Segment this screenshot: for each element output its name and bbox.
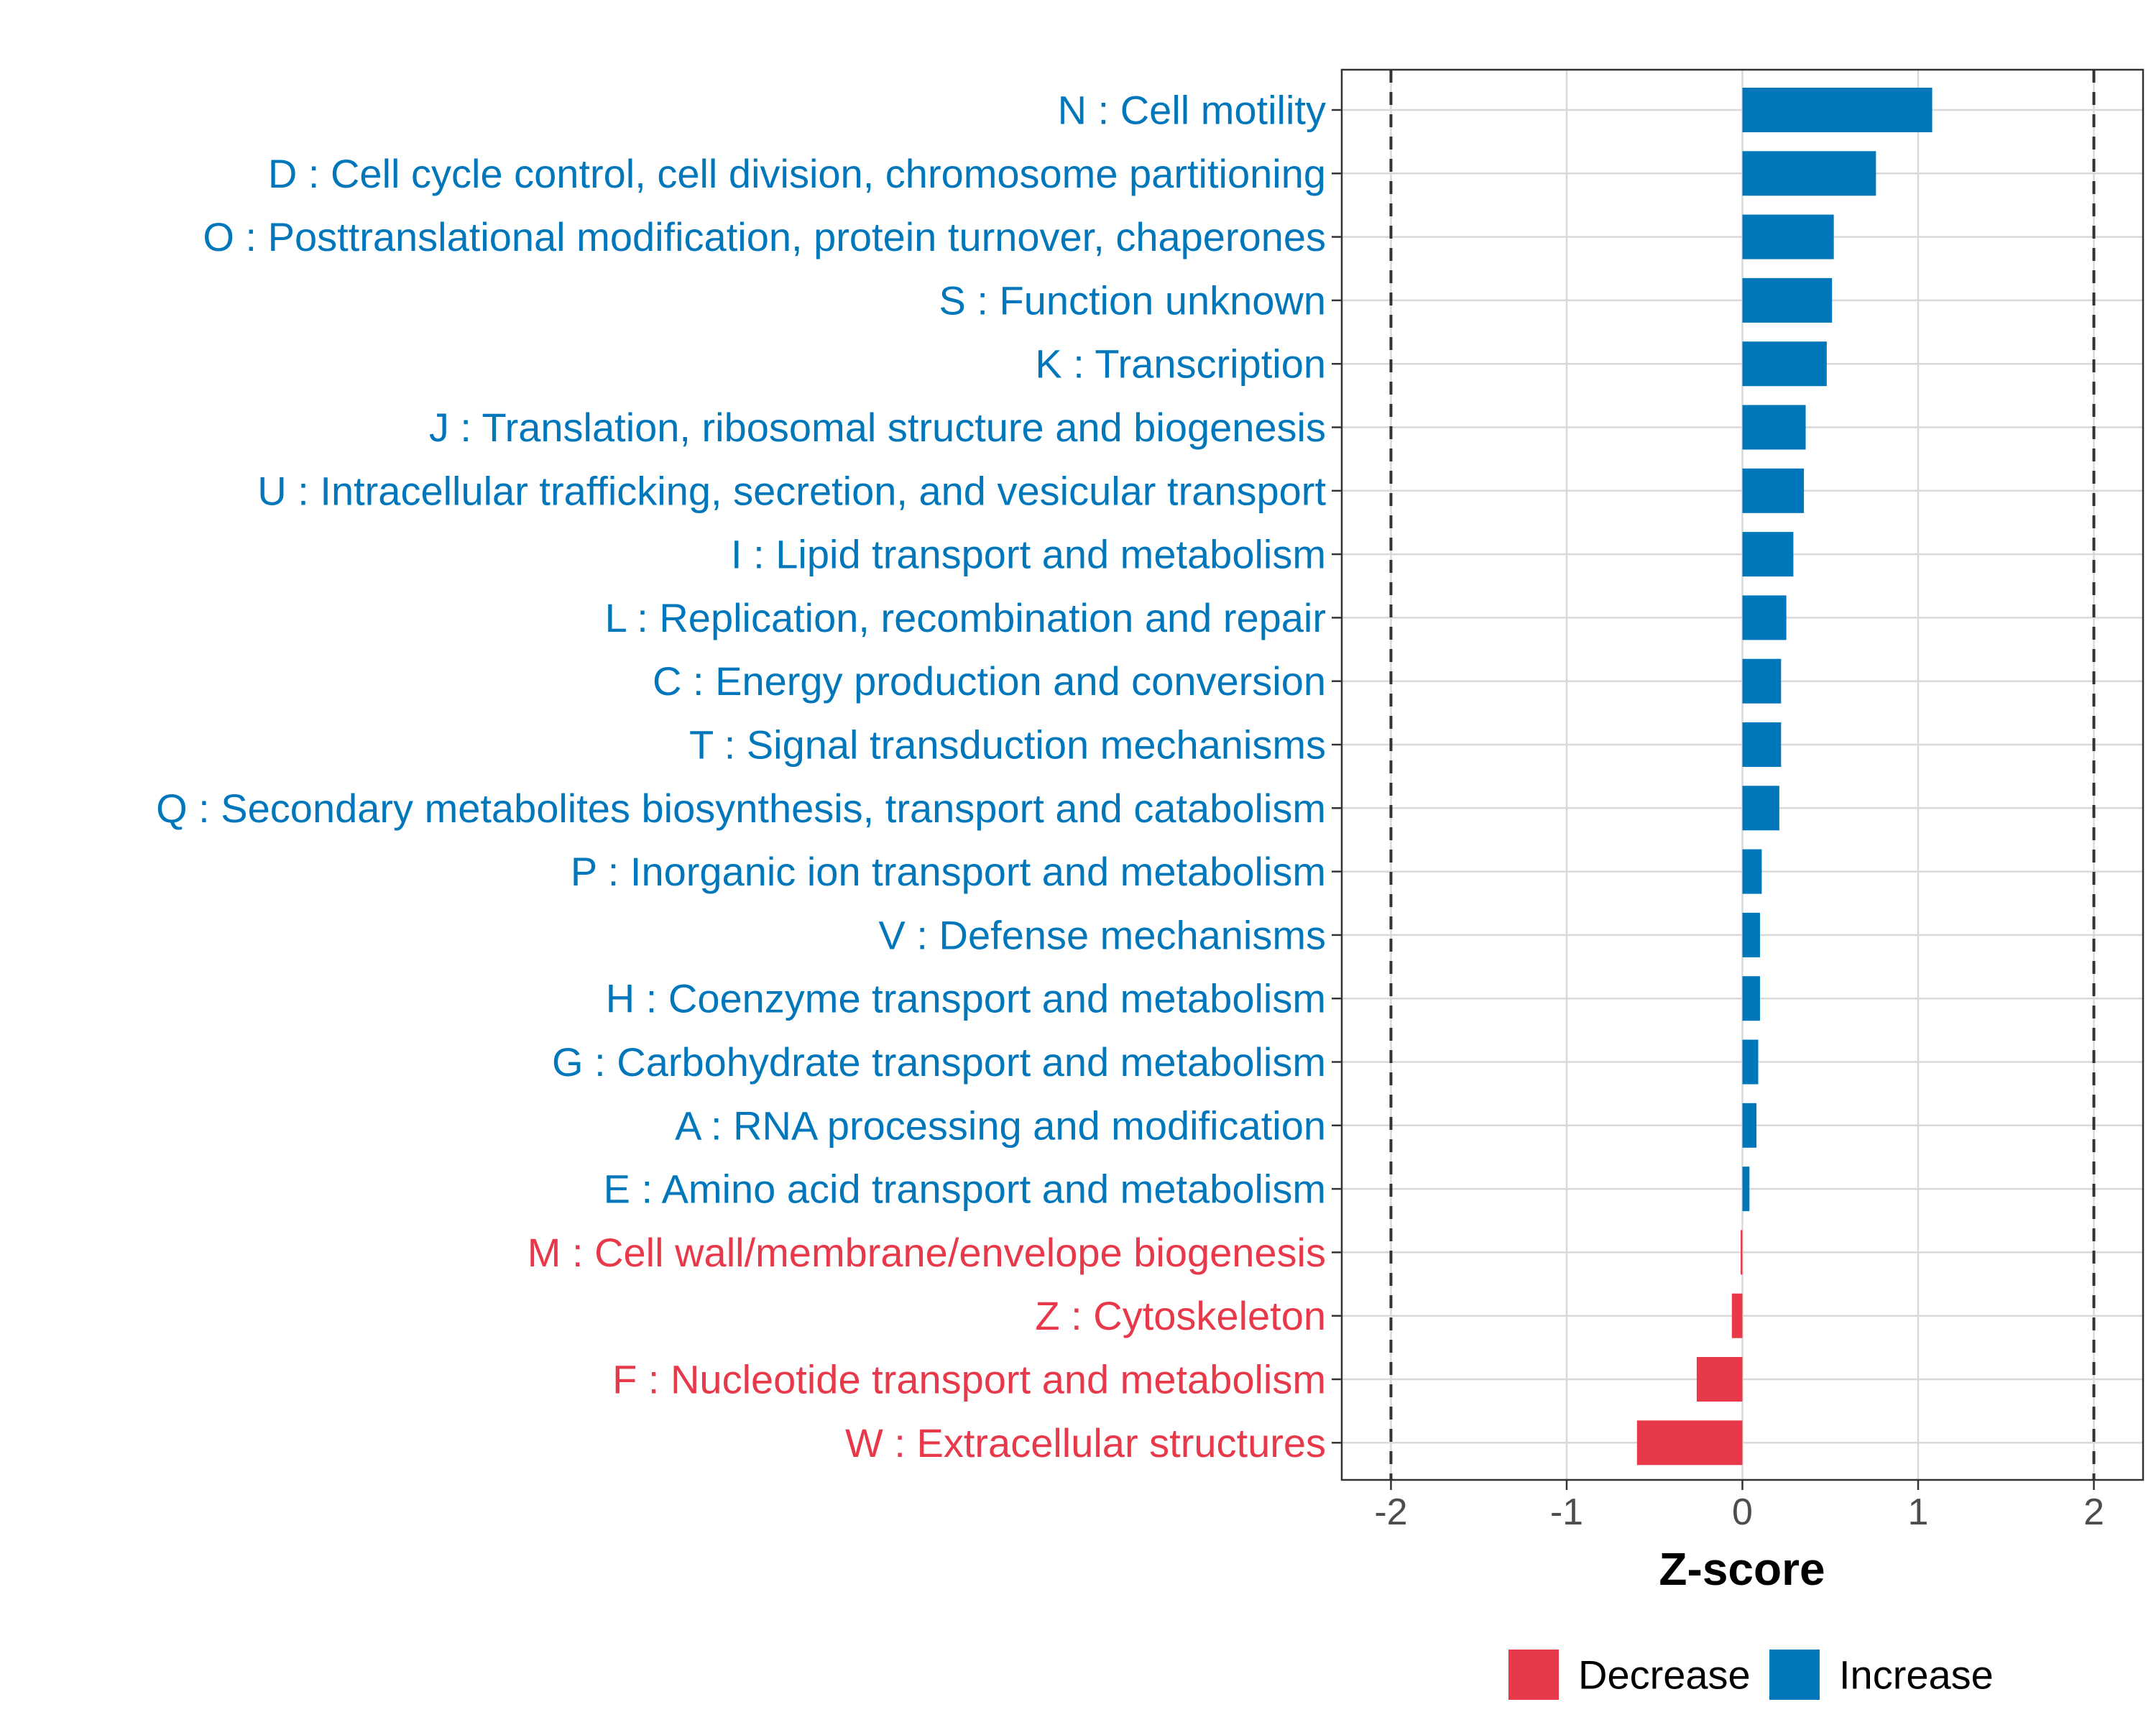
category-label-19: Z : Cytoskeleton — [1035, 1293, 1326, 1338]
bar-4 — [1742, 341, 1827, 387]
y-axis: N : Cell motility D : Cell cycle control,… — [156, 88, 1342, 1466]
x-axis: -2 -1 0 1 2 — [1374, 1480, 2104, 1533]
category-label-12: P : Inorganic ion transport and metaboli… — [571, 849, 1326, 894]
category-label-14: H : Coenzyme transport and metabolism — [606, 976, 1326, 1021]
bar-17 — [1742, 1167, 1750, 1212]
category-label-9: C : Energy production and conversion — [653, 658, 1326, 704]
bar-6 — [1742, 468, 1805, 513]
category-label-11: Q : Secondary metabolites biosynthesis, … — [156, 786, 1326, 831]
category-label-2: O : Posttranslational modification, prot… — [203, 214, 1326, 259]
bar-0 — [1742, 88, 1932, 132]
x-tick-label-4: 2 — [2083, 1491, 2104, 1533]
bar-14 — [1742, 976, 1760, 1021]
bar-layer — [1636, 88, 1932, 1466]
bar-13 — [1742, 912, 1760, 957]
bar-7 — [1742, 532, 1794, 577]
category-label-15: G : Carbohydrate transport and metabolis… — [552, 1039, 1326, 1085]
category-label-17: E : Amino acid transport and metabolism — [604, 1167, 1326, 1212]
category-label-18: M : Cell wall/membrane/envelope biogenes… — [528, 1230, 1326, 1275]
legend-label-decrease: Decrease — [1578, 1652, 1751, 1698]
bar-5 — [1742, 405, 1806, 450]
bar-2 — [1742, 214, 1834, 259]
bar-3 — [1742, 277, 1833, 323]
category-label-8: L : Replication, recombination and repai… — [605, 595, 1326, 640]
category-label-1: D : Cell cycle control, cell division, c… — [268, 151, 1326, 196]
category-label-4: K : Transcription — [1035, 341, 1326, 387]
bar-21 — [1636, 1420, 1743, 1466]
category-label-0: N : Cell motility — [1058, 88, 1326, 133]
bar-10 — [1742, 722, 1782, 767]
category-label-5: J : Translation, ribosomal structure and… — [429, 405, 1326, 450]
bar-12 — [1742, 849, 1762, 894]
bar-11 — [1742, 786, 1779, 831]
category-label-21: W : Extracellular structures — [845, 1420, 1326, 1466]
bar-19 — [1731, 1293, 1743, 1338]
bar-20 — [1696, 1357, 1743, 1402]
bar-16 — [1742, 1103, 1757, 1148]
legend-swatch-decrease — [1508, 1650, 1559, 1700]
category-label-13: V : Defense mechanisms — [879, 912, 1326, 957]
bar-1 — [1742, 151, 1876, 196]
bar-15 — [1742, 1039, 1759, 1085]
category-label-10: T : Signal transduction mechanisms — [689, 722, 1326, 768]
x-tick-label-1: -1 — [1550, 1491, 1583, 1533]
legend-label-increase: Increase — [1839, 1652, 1994, 1698]
bar-9 — [1742, 658, 1782, 704]
category-label-6: U : Intracellular trafficking, secretion… — [257, 468, 1326, 513]
category-label-7: I : Lipid transport and metabolism — [731, 532, 1326, 577]
x-tick-label-2: 0 — [1732, 1491, 1753, 1533]
category-label-20: F : Nucleotide transport and metabolism — [612, 1357, 1326, 1402]
legend: Decrease Increase — [1508, 1650, 1994, 1700]
legend-swatch-increase — [1769, 1650, 1820, 1700]
category-label-3: S : Function unknown — [939, 277, 1326, 323]
x-tick-label-3: 1 — [1908, 1491, 1929, 1533]
reference-line-layer — [1389, 70, 2096, 1480]
x-axis-title: Z-score — [1659, 1543, 1825, 1595]
category-label-16: A : RNA processing and modification — [675, 1103, 1326, 1148]
bar-18 — [1741, 1230, 1743, 1275]
x-tick-label-0: -2 — [1374, 1491, 1407, 1533]
bar-8 — [1742, 595, 1787, 640]
